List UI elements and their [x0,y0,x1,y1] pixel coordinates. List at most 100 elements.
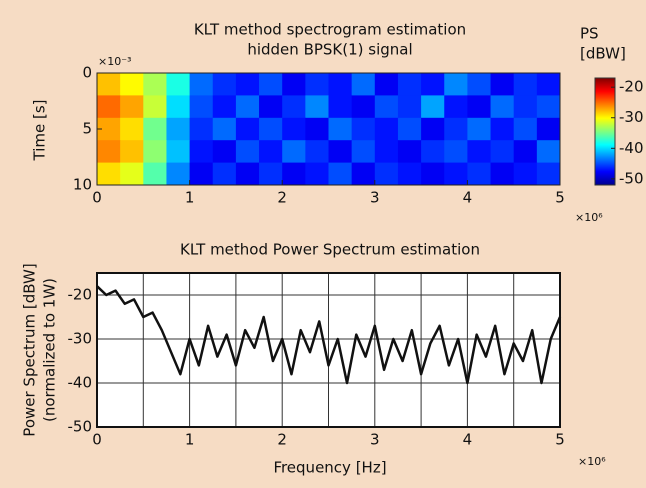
heat-cell [490,73,515,96]
title-line: hidden BPSK(1) signal [247,41,412,59]
heat-cell [444,95,468,119]
heat-cell [166,140,191,164]
heat-cell [166,95,191,119]
heat-cell [467,162,492,186]
heat-cell [397,140,422,164]
x-tick-label: 1 [185,431,195,449]
x-tick-label: 2 [277,431,287,449]
heat-cell [444,117,468,141]
heat-cell [351,162,376,186]
y-tick-label: -20 [68,286,93,304]
heat-cell [421,73,445,96]
heat-cell [97,95,121,119]
heat-cell [444,140,468,164]
x-tick-label: 4 [463,431,473,449]
heat-cell [536,162,561,186]
colorbar-tick-label: -30 [619,108,644,126]
heat-cell [328,140,353,164]
heat-cell [259,117,283,141]
heat-cell [490,140,515,164]
spectrum-line [96,285,562,385]
heat-cell [120,73,144,96]
heat-cell [166,162,191,186]
heat-cell [397,117,422,141]
heat-cell [444,73,468,96]
x-multiplier: ×10⁶ [575,211,603,224]
heat-cell [374,140,399,164]
plot-frame [96,272,561,428]
heat-cell [374,95,399,119]
heat-cell [189,117,214,141]
heat-cell [351,73,376,96]
colorbar-title: PS [580,25,599,43]
x-tick-label: 0 [92,189,102,207]
colorbar-tick-label: -40 [619,139,644,157]
heat-cell [189,95,214,119]
heat-cell [351,95,376,119]
heat-cell [212,162,237,186]
y-multiplier: ×10⁻³ [98,55,131,68]
heat-cell [189,73,214,96]
y-axis-label: (normalized to 1W) [41,278,59,422]
heat-cell [97,162,121,186]
heat-cell [536,73,561,96]
heat-cell [467,95,492,119]
heat-cell [328,73,353,96]
heat-cell [513,73,538,96]
heat-cell [120,162,144,186]
heat-cell [282,140,306,164]
heat-cell [143,73,167,96]
chart-title: KLT method Power Spectrum estimation [180,241,480,259]
heat-cell [467,140,492,164]
heat-cell [143,162,167,186]
x-tick-label: 5 [555,431,565,449]
heat-cell [212,140,237,164]
heat-cell [212,95,237,119]
heat-cell [120,95,144,119]
title-line: KLT method spectrogram estimation [194,21,466,39]
heat-cell [235,117,260,141]
y-tick-label: 5 [82,120,92,138]
heat-cell [259,95,283,119]
heat-cell [374,73,399,96]
heat-cell [467,73,492,96]
colorbar [594,77,616,186]
y-tick-label: -40 [68,374,93,392]
heat-cell [490,95,515,119]
y-axis-label: Power Spectrum [dBW] [21,263,39,436]
heat-cell [259,140,283,164]
heat-cell [97,73,121,96]
heat-cell [143,117,167,141]
heat-cell [235,140,260,164]
heat-cell [536,95,561,119]
y-tick-label: 10 [73,176,92,194]
heat-cell [189,162,214,186]
x-multiplier: ×10⁶ [578,455,606,468]
heat-cell [513,117,538,141]
heat-cell [97,140,121,164]
heat-cell [212,73,237,96]
x-tick-label: 0 [92,431,102,449]
y-tick-label: 0 [82,64,92,82]
heat-cell [490,117,515,141]
heat-cell [305,140,329,164]
x-tick-label: 5 [555,189,565,207]
x-tick-label: 1 [185,189,195,207]
heat-cell [374,162,399,186]
heat-cell [305,117,329,141]
heat-cell [282,95,306,119]
x-tick-label: 4 [463,189,473,207]
x-tick-label: 3 [370,189,380,207]
heat-cell [120,140,144,164]
heat-cell [235,162,260,186]
heat-cell [166,117,191,141]
heat-cell [444,162,468,186]
heat-cell [328,117,353,141]
heat-cell [282,73,306,96]
heat-cell [374,117,399,141]
heat-cell [143,140,167,164]
y-axis-label: Time [s] [31,100,49,162]
y-tick-label: -30 [68,330,93,348]
heat-cell [282,162,306,186]
